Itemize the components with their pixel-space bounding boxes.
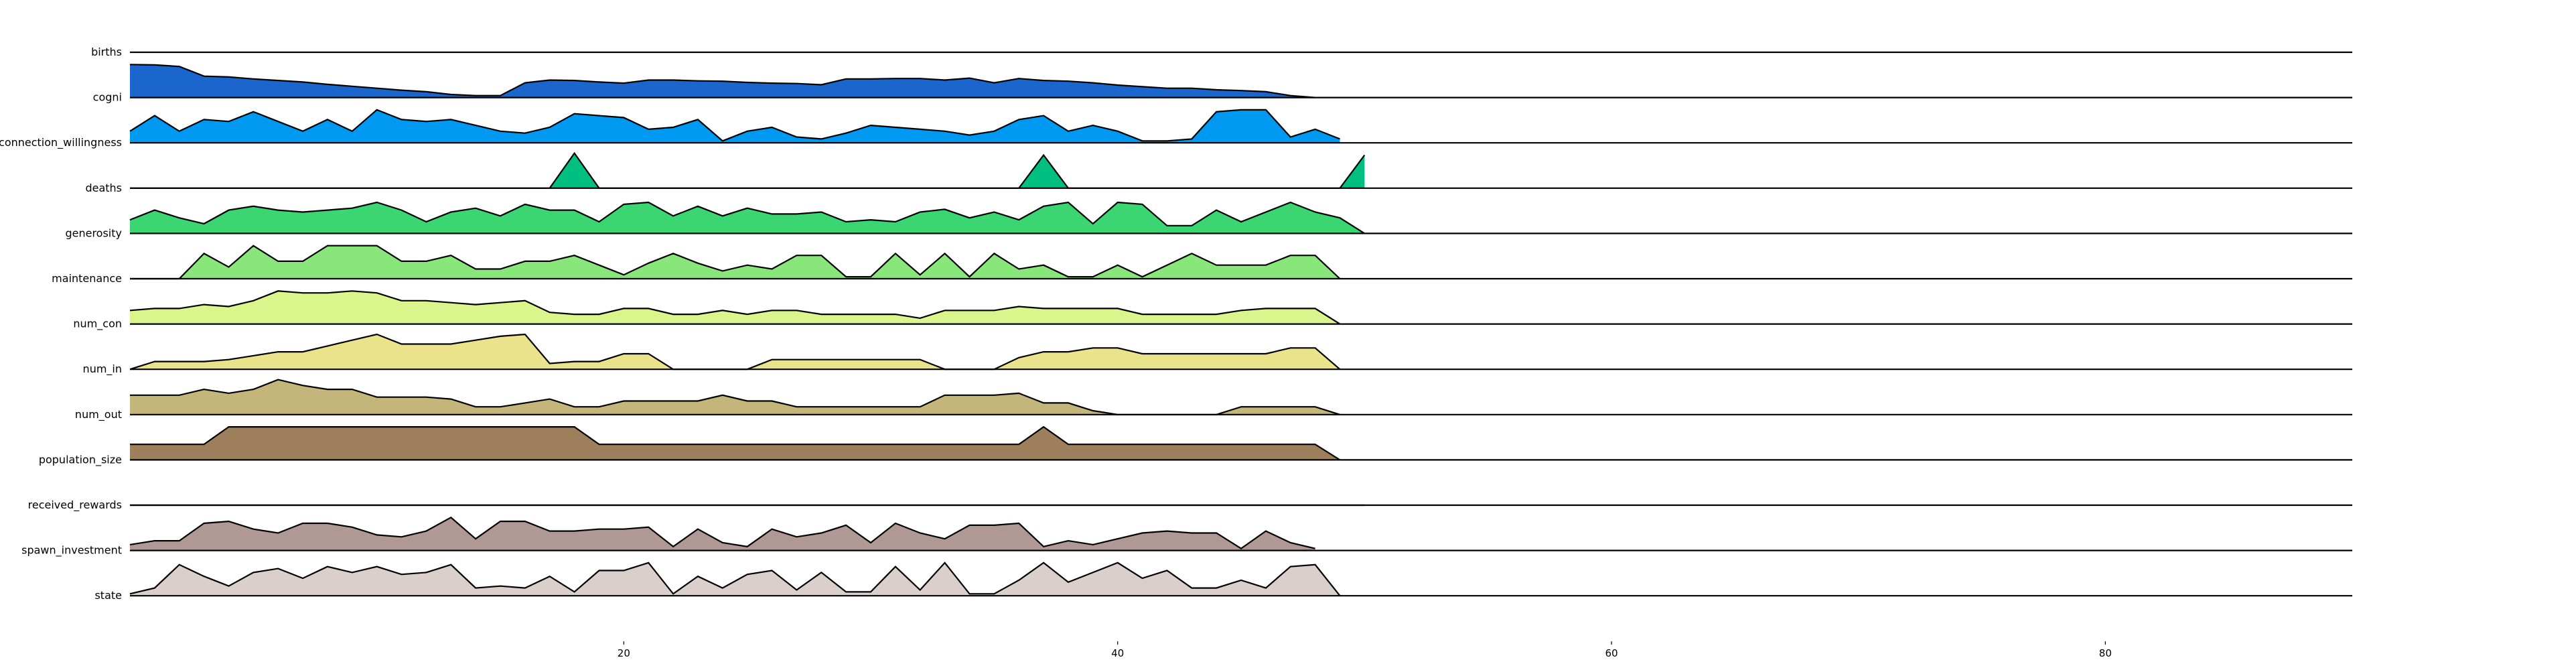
row-label-generosity: generosity <box>65 226 122 239</box>
x-tick-label-40: 40 <box>1111 647 1124 659</box>
x-tick-label-60: 60 <box>1605 647 1618 659</box>
row-label-connection_willingness: connection_willingness <box>0 136 122 149</box>
area-deaths <box>130 202 1365 234</box>
row-label-num_con: num_con <box>73 318 122 331</box>
area-received_rewards <box>130 517 1315 551</box>
x-axis: 20 40 60 80 <box>618 641 2112 659</box>
line-maintenance <box>129 290 1341 325</box>
series-areas <box>129 64 1366 596</box>
row-label-births: births <box>91 46 122 58</box>
line-births <box>129 64 1315 98</box>
x-tick-label-80: 80 <box>2099 647 2112 659</box>
row-label-state: state <box>94 589 122 602</box>
area-connection_willingness <box>130 153 1365 188</box>
row-label-received_rewards: received_rewards <box>28 498 122 512</box>
row-label-spawn_investment: spawn_investment <box>21 544 122 557</box>
area-num_con <box>130 334 1340 370</box>
row-label-cogni: cogni <box>93 91 122 104</box>
row-baselines <box>130 51 2352 597</box>
line-generosity <box>130 245 1341 280</box>
area-births <box>130 64 1315 98</box>
row-label-num_in: num_in <box>83 362 122 376</box>
area-generosity <box>130 245 1340 279</box>
line-cogni <box>129 109 1340 142</box>
area-cogni <box>130 109 1340 143</box>
x-tick-label-20: 20 <box>618 647 630 659</box>
area-num_in <box>130 379 1340 415</box>
row-label-maintenance: maintenance <box>52 272 122 285</box>
area-num_out <box>130 427 1340 460</box>
line-connection_willingness <box>130 151 1366 189</box>
row-label-population_size: population_size <box>39 453 122 466</box>
line-num_out <box>130 425 1341 461</box>
area-maintenance <box>130 291 1340 324</box>
line-deaths <box>129 201 1365 234</box>
area-spawn_investment <box>130 562 1340 596</box>
line-spawn_investment <box>129 561 1341 596</box>
row-label-num_out: num_out <box>75 408 122 421</box>
row-label-deaths: deaths <box>85 182 122 194</box>
line-received_rewards <box>129 516 1315 550</box>
